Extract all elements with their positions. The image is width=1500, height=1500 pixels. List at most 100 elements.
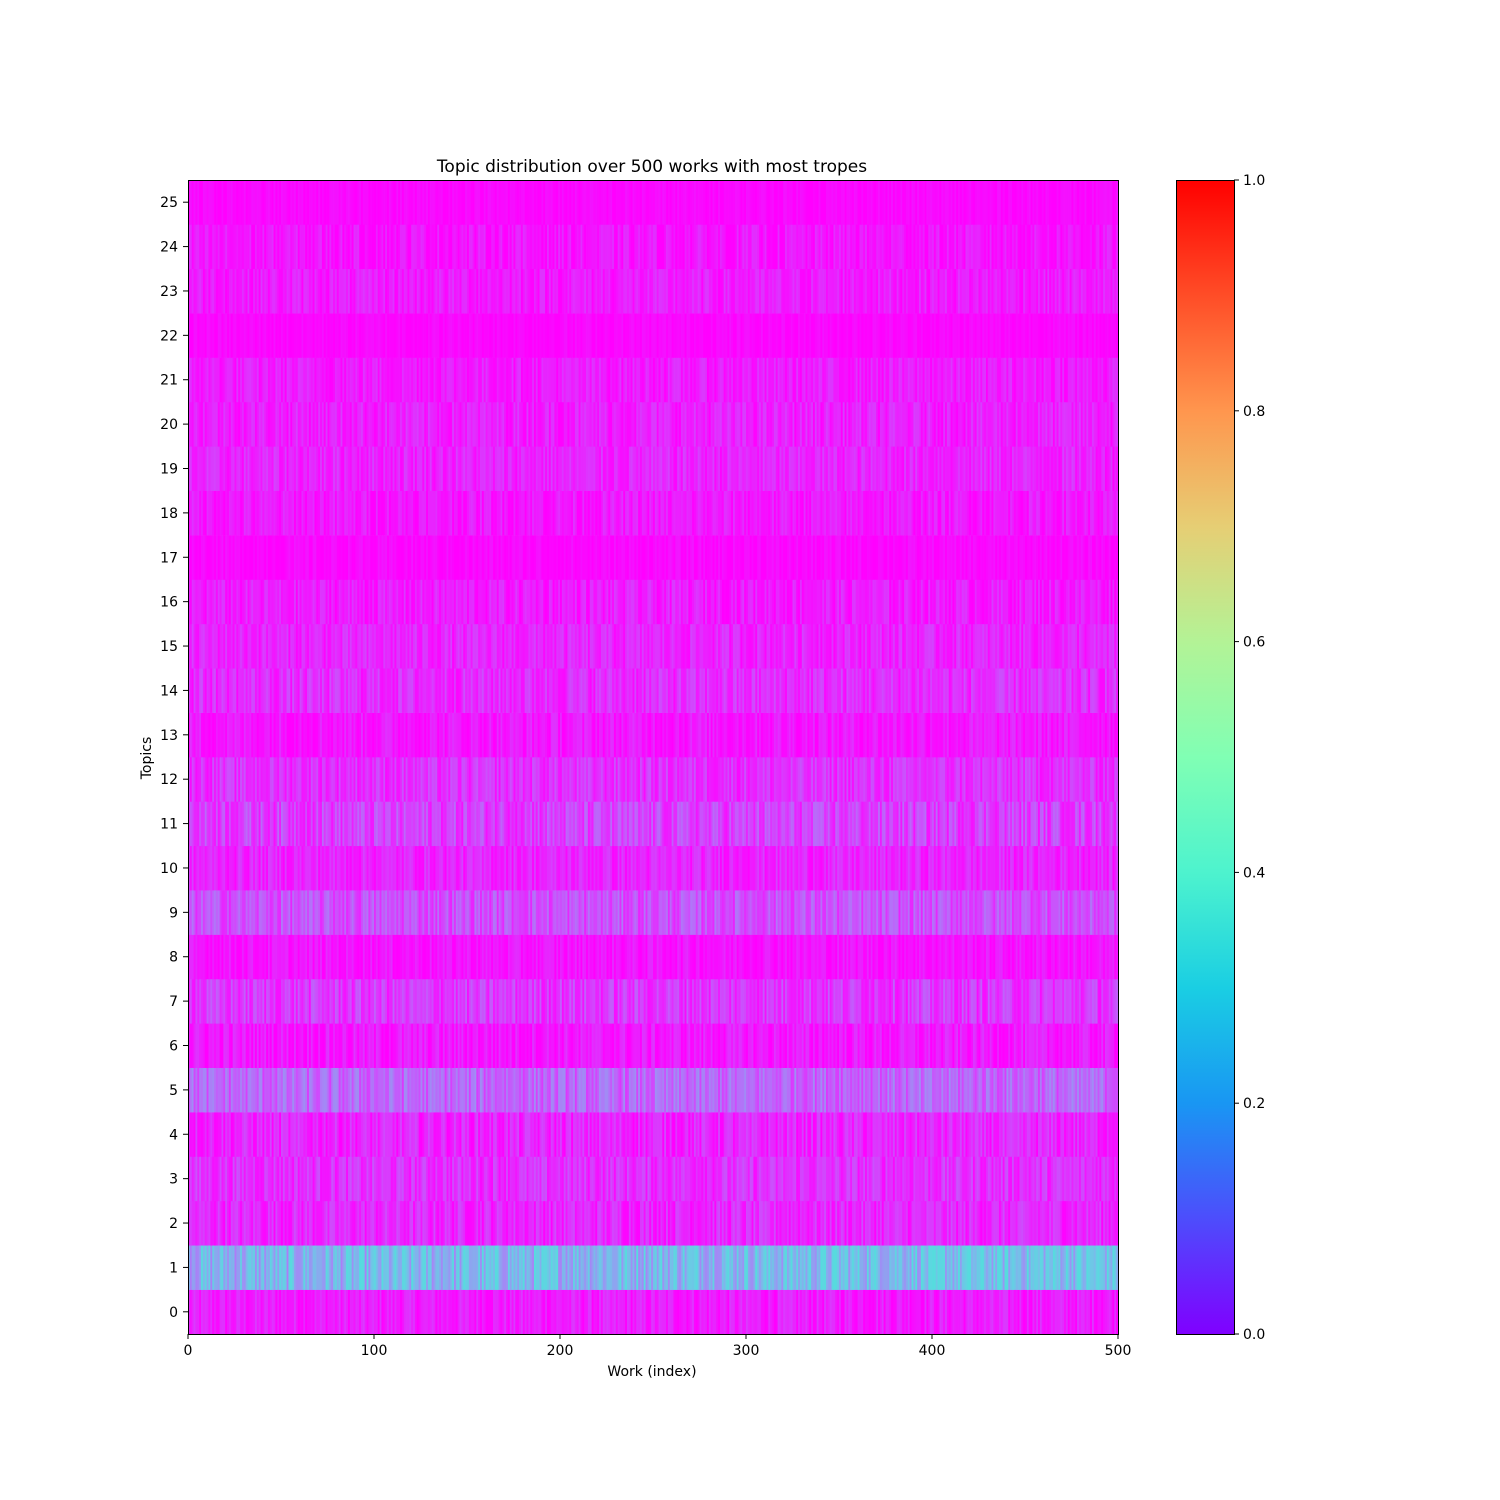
heatmap-cell	[943, 1200, 946, 1246]
heatmap-cell	[904, 1289, 907, 1335]
heatmap-cell	[772, 934, 775, 980]
heatmap-cell	[586, 1289, 589, 1335]
heatmap-cell	[377, 890, 380, 935]
heatmap-cell	[567, 1156, 570, 1202]
heatmap-cell	[868, 1245, 872, 1290]
heatmap-cell	[232, 1245, 235, 1290]
heatmap-cell	[775, 978, 779, 1024]
heatmap-cell	[883, 1245, 886, 1290]
heatmap-cell	[398, 1023, 401, 1068]
heatmap-cell	[918, 1023, 922, 1068]
heatmap-cell	[277, 1289, 280, 1335]
heatmap-cell	[238, 1112, 241, 1157]
heatmap-cell	[1091, 1200, 1095, 1246]
heatmap-cell	[437, 1067, 440, 1113]
heatmap-cell	[807, 1245, 810, 1290]
heatmap-cell	[420, 1067, 423, 1113]
heatmap-cell	[506, 978, 509, 1024]
heatmap-cell	[647, 1067, 650, 1113]
heatmap-cell	[706, 1067, 710, 1113]
heatmap-cell	[385, 978, 388, 1024]
heatmap-cell	[487, 1156, 490, 1202]
heatmap-cell	[816, 1289, 819, 1335]
heatmap-cell	[876, 978, 879, 1024]
heatmap-cell	[807, 1023, 810, 1068]
heatmap-cell	[377, 1023, 380, 1068]
heatmap-cell	[480, 1245, 483, 1290]
heatmap-cell	[377, 1200, 380, 1246]
heatmap-cell	[699, 1245, 702, 1290]
heatmap-cell	[1028, 1200, 1031, 1246]
heatmap-cell	[1054, 1067, 1058, 1113]
heatmap-cell	[762, 1023, 765, 1068]
heatmap-cell	[794, 978, 797, 1024]
heatmap-cell	[461, 1289, 464, 1335]
heatmap-cell	[801, 1067, 805, 1113]
heatmap-cell	[414, 934, 418, 980]
heatmap-cell	[493, 1289, 496, 1335]
heatmap-cell	[876, 1289, 879, 1335]
heatmap-cell	[312, 1289, 315, 1335]
heatmap-cell	[459, 934, 462, 980]
heatmap-cell	[783, 1156, 786, 1202]
heatmap-cell	[907, 1112, 911, 1157]
heatmap-cell	[1112, 1067, 1115, 1113]
heatmap-cell	[463, 1200, 466, 1246]
heatmap-cell	[416, 1112, 420, 1157]
heatmap-cell	[876, 1200, 879, 1246]
heatmap-cell	[950, 1200, 953, 1246]
heatmap-cell	[310, 1156, 314, 1202]
heatmap-cell	[494, 1156, 498, 1202]
heatmap-cell	[1036, 978, 1039, 1024]
heatmap-cell	[442, 1289, 446, 1335]
heatmap-cell	[902, 978, 905, 1024]
heatmap-cell	[253, 934, 256, 980]
heatmap-cell	[528, 890, 531, 935]
heatmap-cell	[407, 1200, 410, 1246]
heatmap-cell	[656, 978, 659, 1024]
heatmap-cell	[811, 1067, 814, 1113]
heatmap-cell	[695, 1156, 699, 1202]
heatmap-cell	[907, 1200, 911, 1246]
heatmap-cell	[221, 1067, 224, 1113]
heatmap-cell	[1086, 1200, 1089, 1246]
heatmap-cell	[279, 934, 282, 980]
heatmap-cell	[671, 1245, 674, 1290]
heatmap-cell	[569, 934, 572, 980]
heatmap-cell	[666, 1023, 669, 1068]
heatmap-cell	[1064, 1067, 1067, 1113]
heatmap-cell	[489, 1289, 492, 1335]
heatmap-cell	[978, 890, 981, 935]
heatmap-cell	[805, 934, 808, 980]
heatmap-cell	[738, 978, 741, 1024]
heatmap-cell	[1065, 1156, 1069, 1202]
heatmap-cell	[219, 1112, 222, 1157]
heatmap-cell	[773, 1289, 777, 1335]
heatmap-cell	[550, 934, 553, 980]
heatmap-cell	[846, 1245, 849, 1290]
heatmap-cell	[889, 1112, 892, 1157]
heatmap-cell	[453, 934, 457, 980]
heatmap-cell	[766, 1067, 769, 1113]
heatmap-cell	[374, 978, 377, 1024]
heatmap-cell	[338, 1112, 341, 1157]
heatmap-cell	[480, 1112, 483, 1157]
heatmap-cell	[465, 890, 468, 935]
heatmap-cell	[885, 1245, 888, 1290]
heatmap-cell	[997, 890, 1000, 935]
heatmap-cell	[314, 1156, 317, 1202]
heatmap-cell	[509, 890, 513, 935]
heatmap-cell	[383, 890, 386, 935]
heatmap-cell	[831, 1289, 834, 1335]
heatmap-cell	[820, 1067, 823, 1113]
heatmap-cell	[805, 1023, 808, 1068]
heatmap-cell	[790, 1200, 793, 1246]
heatmap-cell	[446, 934, 449, 980]
heatmap-cell	[1091, 1023, 1095, 1068]
heatmap-cell	[662, 1112, 665, 1157]
heatmap-cell	[950, 1067, 953, 1113]
heatmap-cell	[295, 1067, 299, 1113]
heatmap-cell	[202, 1023, 206, 1068]
heatmap-cell	[719, 1245, 723, 1290]
heatmap-cell	[671, 1112, 674, 1157]
